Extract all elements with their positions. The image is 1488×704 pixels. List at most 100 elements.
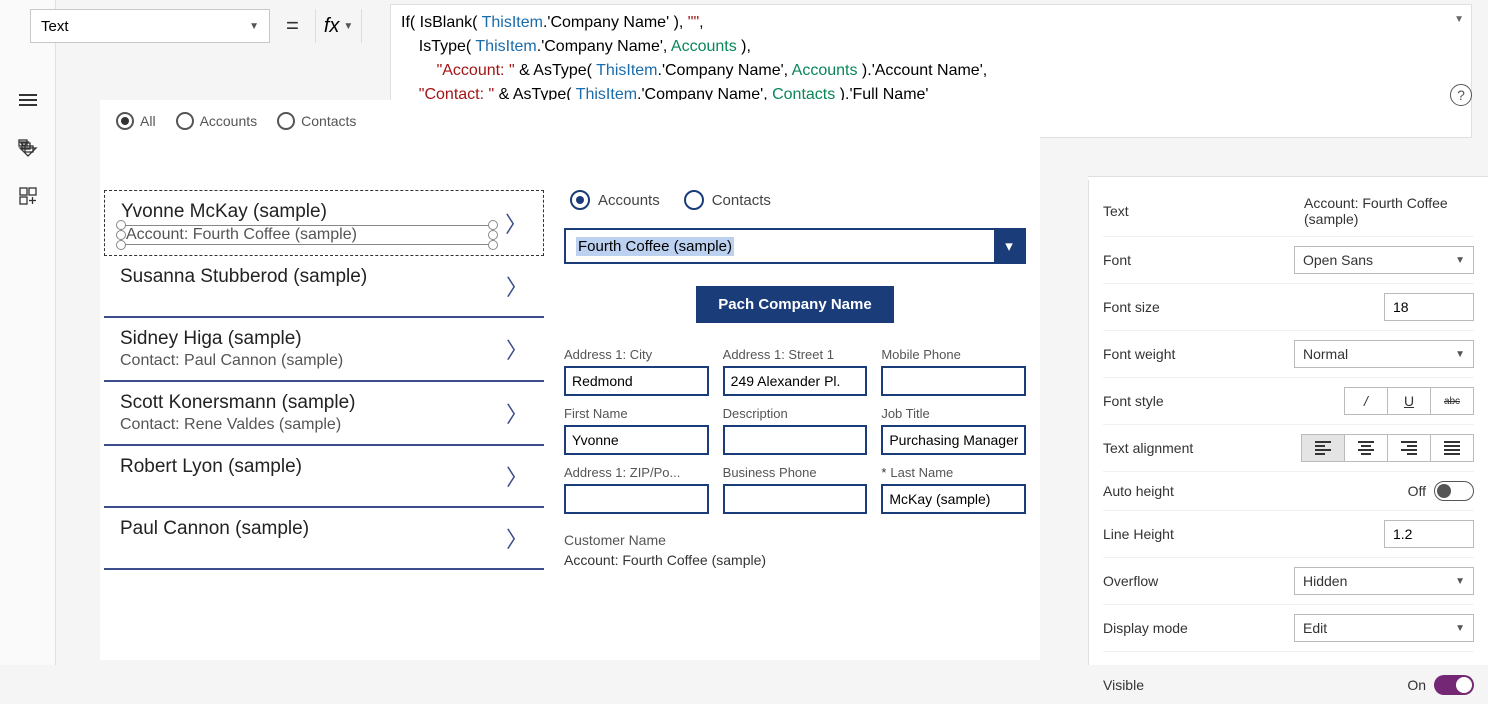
chevron-down-icon: ▾	[994, 230, 1024, 262]
chevron-right-icon[interactable]: 〉	[506, 270, 528, 302]
gallery-row-title: Robert Lyon (sample)	[120, 456, 494, 478]
form-field: Address 1: ZIP/Po...	[564, 465, 709, 514]
equals-label: =	[280, 13, 305, 39]
gallery-row[interactable]: Susanna Stubberod (sample) 〉	[104, 256, 544, 318]
detail-pane: Accounts Contacts Fourth Coffee (sample)…	[560, 190, 1030, 568]
prop-text: Text Account: Fourth Coffee (sample)	[1103, 186, 1474, 237]
autoheight-toggle[interactable]	[1434, 481, 1474, 501]
prop-textalign: Text alignment	[1103, 425, 1474, 472]
gallery-row[interactable]: Paul Cannon (sample) 〉	[104, 508, 544, 570]
lineheight-input[interactable]	[1384, 520, 1474, 548]
form-grid: Address 1: City Address 1: Street 1 Mobile…	[564, 347, 1026, 514]
form-field: Job Title	[881, 406, 1026, 455]
gallery-filter: All Accounts Contacts	[116, 112, 356, 130]
italic-button[interactable]: /	[1344, 387, 1388, 415]
form-field: Address 1: City	[564, 347, 709, 396]
gallery-row-subtitle: Contact: Rene Valdes (sample)	[120, 416, 494, 434]
strike-button[interactable]: abc	[1430, 387, 1474, 415]
field-label: Address 1: City	[564, 347, 709, 362]
prop-fontstyle: Font style / U abc	[1103, 378, 1474, 425]
form-field: Address 1: Street 1	[723, 347, 868, 396]
align-left-button[interactable]	[1301, 434, 1345, 462]
gallery-row[interactable]: Robert Lyon (sample) 〉	[104, 446, 544, 508]
tree-view-icon[interactable]	[0, 124, 56, 172]
patch-button[interactable]: Pach Company Name	[696, 286, 893, 323]
chevron-right-icon[interactable]: 〉	[506, 333, 528, 365]
detail-filter: Accounts Contacts	[570, 190, 1030, 210]
prop-visible: Visible On	[1103, 666, 1474, 704]
form-field: Description	[723, 406, 868, 455]
filter-accounts[interactable]: Accounts	[176, 112, 258, 130]
gallery: Yvonne McKay (sample)Account: Fourth Cof…	[104, 190, 544, 570]
form-field: Mobile Phone	[881, 347, 1026, 396]
field-label: Address 1: ZIP/Po...	[564, 465, 709, 480]
hamburger-icon[interactable]	[0, 76, 56, 124]
radio-icon	[570, 190, 590, 210]
gallery-row[interactable]: Scott Konersmann (sample) Contact: Rene V…	[104, 382, 544, 446]
formula-expand-icon[interactable]: ▼	[1454, 14, 1464, 25]
overflow-select[interactable]: Hidden▼	[1294, 567, 1474, 595]
help-icon[interactable]: ?	[1450, 84, 1472, 106]
displaymode-select[interactable]: Edit▼	[1294, 614, 1474, 642]
fontsize-input[interactable]	[1384, 293, 1474, 321]
fx-button[interactable]: fx▼	[315, 9, 362, 43]
chevron-right-icon[interactable]: 〉	[506, 397, 528, 429]
align-justify-button[interactable]	[1430, 434, 1474, 462]
prop-autoheight: Auto height Off	[1103, 472, 1474, 511]
detail-filter-contacts[interactable]: Contacts	[684, 190, 771, 210]
prop-displaymode: Display mode Edit▼	[1103, 605, 1474, 652]
chevron-right-icon[interactable]: 〉	[505, 207, 527, 239]
field-input[interactable]	[881, 366, 1026, 396]
radio-icon	[277, 112, 295, 130]
align-center-button[interactable]	[1344, 434, 1388, 462]
company-combobox-value: Fourth Coffee (sample)	[576, 237, 734, 256]
field-input[interactable]	[564, 425, 709, 455]
field-input[interactable]	[723, 366, 868, 396]
fontweight-select[interactable]: Normal▼	[1294, 340, 1474, 368]
field-input[interactable]	[881, 425, 1026, 455]
field-label: Job Title	[881, 406, 1026, 421]
field-input[interactable]	[723, 425, 868, 455]
field-label: Business Phone	[723, 465, 868, 480]
chevron-right-icon[interactable]: 〉	[506, 460, 528, 492]
customer-name-value: Account: Fourth Coffee (sample)	[564, 552, 1026, 568]
property-selector-label: Text	[41, 18, 69, 35]
gallery-row[interactable]: Yvonne McKay (sample)Account: Fourth Cof…	[104, 190, 544, 256]
visible-toggle[interactable]	[1434, 675, 1474, 695]
field-input[interactable]	[564, 484, 709, 514]
filter-all[interactable]: All	[116, 112, 156, 130]
detail-filter-accounts[interactable]: Accounts	[570, 190, 660, 210]
font-select[interactable]: Open Sans▼	[1294, 246, 1474, 274]
radio-icon	[176, 112, 194, 130]
prop-font: Font Open Sans▼	[1103, 237, 1474, 284]
filter-contacts[interactable]: Contacts	[277, 112, 356, 130]
gallery-row-subtitle[interactable]: Account: Fourth Coffee (sample)	[121, 225, 493, 245]
gallery-row-title: Scott Konersmann (sample)	[120, 392, 494, 414]
gallery-row-title: Susanna Stubberod (sample)	[120, 266, 494, 288]
property-selector[interactable]: Text ▼	[30, 9, 270, 43]
field-input[interactable]	[881, 484, 1026, 514]
gallery-row-title: Sidney Higa (sample)	[120, 328, 494, 350]
chevron-right-icon[interactable]: 〉	[506, 522, 528, 554]
gallery-row-title: Yvonne McKay (sample)	[121, 201, 493, 223]
insert-icon[interactable]	[0, 172, 56, 220]
customer-name-label: Customer Name	[564, 532, 1026, 548]
gallery-row-subtitle: Contact: Paul Cannon (sample)	[120, 352, 494, 370]
company-combobox[interactable]: Fourth Coffee (sample) ▾	[564, 228, 1026, 264]
field-label: Description	[723, 406, 868, 421]
left-rail	[0, 0, 56, 665]
field-label: First Name	[564, 406, 709, 421]
radio-icon	[684, 190, 704, 210]
form-field: *Last Name	[881, 465, 1026, 514]
field-input[interactable]	[564, 366, 709, 396]
prop-overflow: Overflow Hidden▼	[1103, 558, 1474, 605]
form-field: Business Phone	[723, 465, 868, 514]
gallery-row[interactable]: Sidney Higa (sample) Contact: Paul Cannon…	[104, 318, 544, 382]
chevron-down-icon: ▼	[249, 21, 259, 32]
field-input[interactable]	[723, 484, 868, 514]
field-label: Mobile Phone	[881, 347, 1026, 362]
align-right-button[interactable]	[1387, 434, 1431, 462]
underline-button[interactable]: U	[1387, 387, 1431, 415]
form-field: First Name	[564, 406, 709, 455]
gallery-row-title: Paul Cannon (sample)	[120, 518, 494, 540]
